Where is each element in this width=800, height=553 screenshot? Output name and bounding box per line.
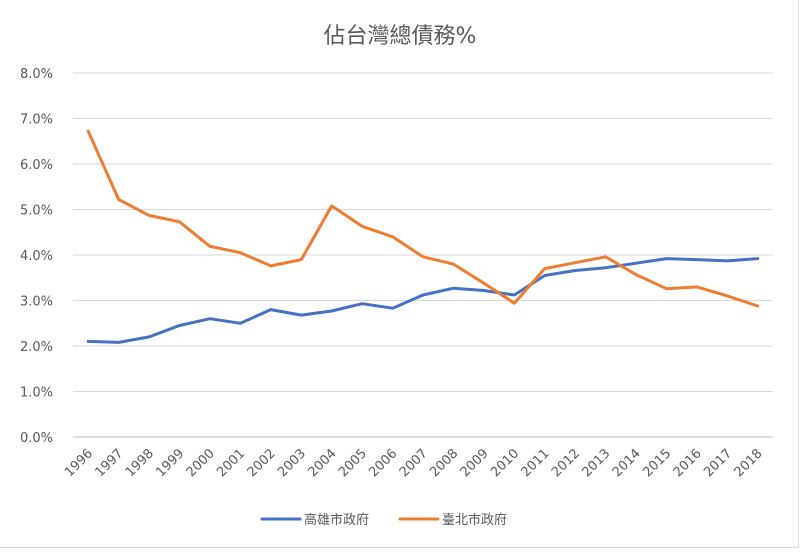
legend-label: 臺北市政府: [442, 512, 507, 528]
x-tick-label: 2005: [336, 446, 370, 480]
series-lines: [86, 129, 760, 344]
y-tick-label: 4.0%: [20, 249, 53, 264]
series-line-1: [86, 129, 760, 308]
y-tick-label: 8.0%: [20, 67, 53, 82]
x-tick-label: 2006: [366, 446, 400, 480]
x-tick-label: 2003: [275, 446, 309, 480]
x-tick-label: 2013: [579, 446, 613, 480]
x-tick-label: 2009: [458, 446, 492, 480]
x-tick-label: 2014: [610, 446, 644, 480]
y-tick-label: 3.0%: [20, 295, 53, 310]
x-tick-label: 1997: [92, 446, 126, 480]
x-tick-label: 1999: [153, 446, 187, 480]
y-tick-label: 0.0%: [20, 431, 53, 446]
x-tick-label: 1998: [123, 446, 157, 480]
x-tick-label: 2016: [671, 446, 705, 480]
y-tick-label: 2.0%: [20, 340, 53, 355]
x-tick-label: 2001: [214, 446, 248, 480]
y-tick-label: 6.0%: [20, 158, 53, 173]
x-tick-label: 2008: [427, 446, 461, 480]
x-tick-label: 2007: [397, 446, 431, 480]
gridlines: [73, 72, 773, 438]
x-axis-ticks: 1996199719981999200020012002200320042005…: [62, 446, 766, 480]
y-tick-label: 7.0%: [20, 113, 53, 128]
x-tick-label: 2011: [519, 446, 553, 480]
x-tick-label: 2010: [488, 446, 522, 480]
x-tick-label: 2012: [549, 446, 583, 480]
y-tick-label: 5.0%: [20, 204, 53, 219]
x-tick-label: 2018: [732, 446, 766, 480]
legend: 高雄市政府 臺北市政府: [260, 512, 507, 528]
y-axis-ticks: 0.0% 1.0% 2.0% 3.0% 4.0% 5.0% 6.0% 7.0% 8.0%: [20, 67, 53, 446]
x-tick-label: 2015: [640, 446, 674, 480]
chart-title: 佔台灣總債務%: [324, 24, 477, 49]
x-tick-label: 2017: [701, 446, 735, 480]
x-tick-label: 2002: [245, 446, 279, 480]
x-tick-label: 1996: [62, 446, 96, 480]
series-line-0: [86, 257, 760, 344]
x-tick-label: 2004: [306, 446, 340, 480]
legend-label: 高雄市政府: [304, 512, 369, 528]
x-tick-label: 2000: [184, 446, 218, 480]
y-tick-label: 1.0%: [20, 386, 53, 401]
